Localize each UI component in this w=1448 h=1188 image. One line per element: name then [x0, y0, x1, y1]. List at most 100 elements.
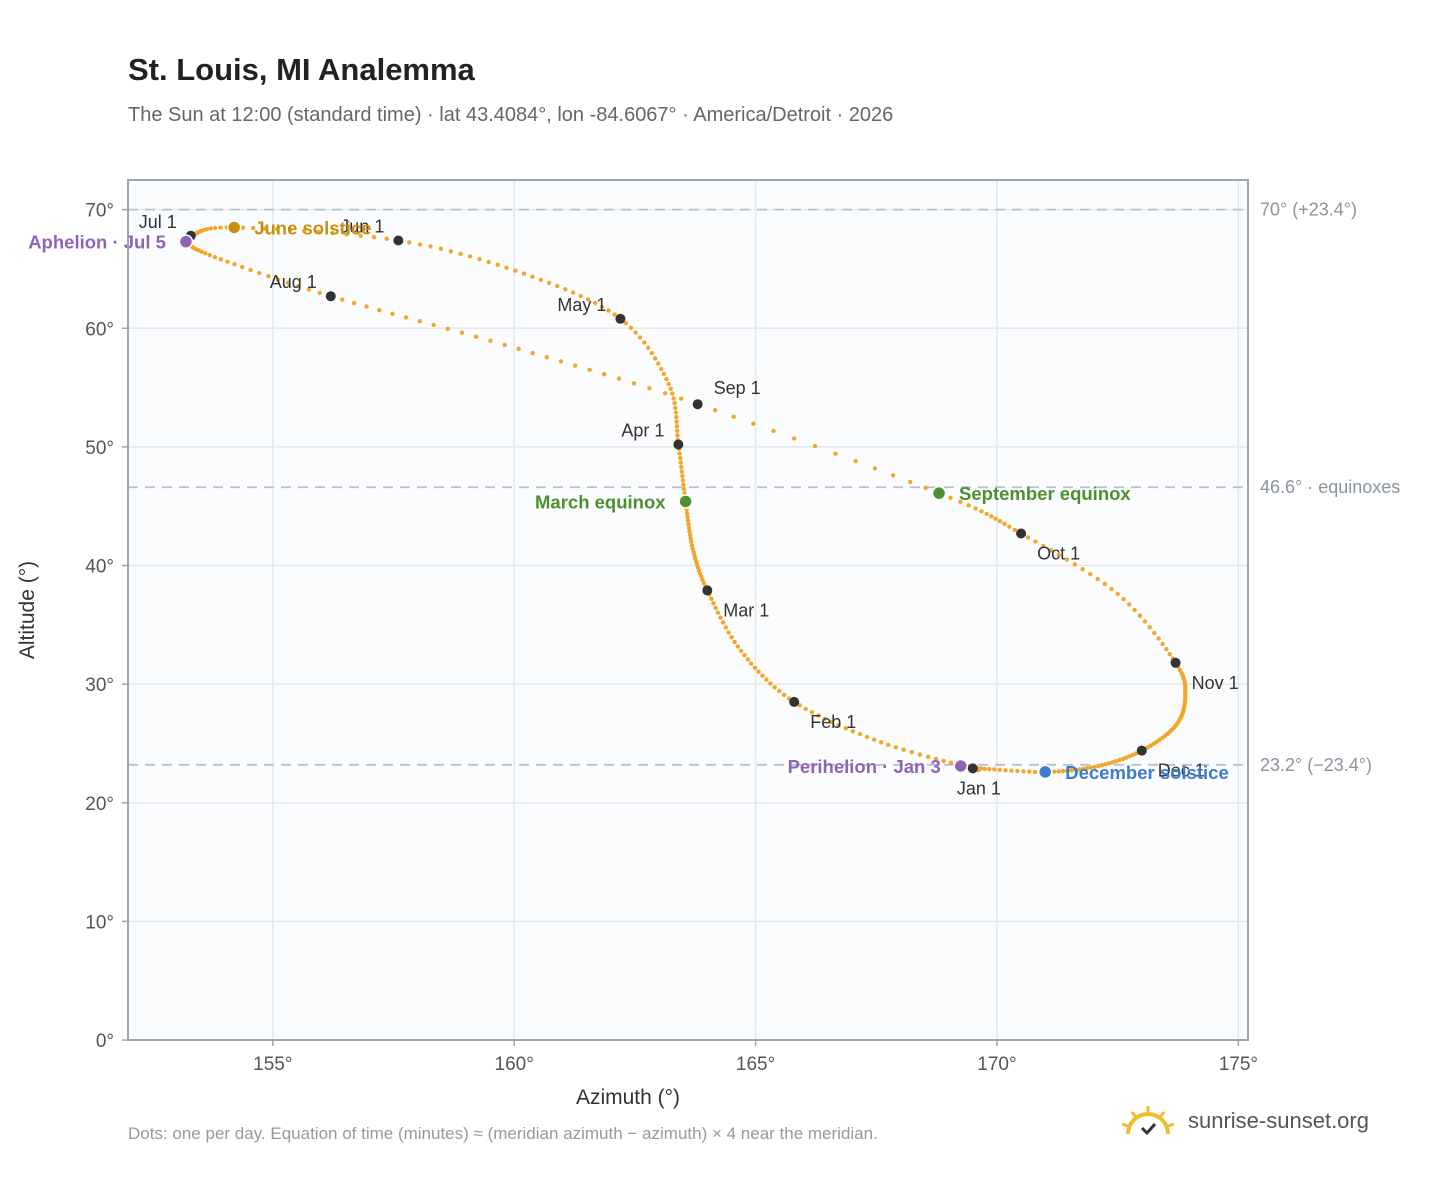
event-label: Perihelion · Jan 3 — [788, 756, 941, 777]
day-dot — [340, 297, 345, 302]
day-dot — [1092, 764, 1097, 769]
day-dot — [689, 539, 694, 545]
day-dot — [711, 601, 716, 606]
day-dot — [275, 277, 281, 282]
day-dot — [207, 252, 212, 258]
month-marker — [615, 313, 626, 324]
day-dot — [686, 525, 692, 531]
day-dot — [687, 532, 693, 538]
day-dot — [645, 345, 651, 350]
day-dot — [923, 485, 928, 490]
day-dot — [248, 267, 253, 273]
day-dot — [474, 334, 479, 339]
day-dot — [1060, 768, 1066, 774]
day-dot — [1115, 591, 1120, 597]
day-dot — [720, 620, 726, 625]
event-marker — [931, 485, 947, 501]
day-dot — [1012, 527, 1017, 533]
day-dot — [992, 767, 997, 772]
day-dot — [251, 225, 256, 231]
day-dot — [836, 723, 841, 728]
day-dot — [712, 408, 718, 413]
day-dot — [417, 242, 423, 247]
day-dot — [908, 479, 913, 485]
day-dot — [1103, 762, 1108, 767]
day-dot — [768, 681, 773, 686]
day-dot — [1003, 768, 1008, 773]
day-dot — [749, 661, 754, 666]
day-dot — [1032, 769, 1038, 775]
day-dot — [1041, 543, 1046, 549]
day-dot — [690, 546, 695, 552]
chart-title: St. Louis, MI Analemma — [128, 52, 475, 87]
day-dot — [606, 308, 611, 313]
day-dot — [886, 742, 891, 747]
y-tick-label: 20° — [85, 794, 114, 815]
day-dot — [428, 244, 433, 249]
day-dot — [521, 271, 527, 276]
day-dot — [1142, 619, 1148, 624]
day-dot — [316, 229, 321, 235]
day-dot — [403, 315, 409, 320]
day-dot — [358, 233, 363, 238]
day-dot — [822, 716, 828, 722]
day-dot — [538, 277, 543, 282]
day-dot — [893, 745, 898, 750]
day-dot — [1127, 754, 1132, 759]
y-tick-label: 10° — [85, 912, 114, 933]
day-dot — [661, 371, 667, 377]
day-dot — [488, 338, 493, 343]
day-dot — [864, 734, 870, 740]
day-dot — [296, 283, 301, 289]
day-dot — [1160, 641, 1165, 647]
day-dot — [666, 381, 671, 387]
event-marker — [178, 234, 194, 249]
month-label: Sep 1 — [714, 378, 761, 398]
brand[interactable]: sunrise-sunset.org — [1120, 1104, 1369, 1138]
month-marker — [1016, 528, 1027, 539]
month-marker — [1170, 657, 1181, 668]
day-dot — [674, 428, 680, 434]
day-dot — [677, 451, 682, 456]
day-dot — [792, 436, 797, 441]
day-dot — [495, 262, 500, 267]
month-label: Dec 1 — [1158, 761, 1205, 781]
day-dot — [1009, 768, 1014, 773]
reference-lines: 70° (+23.4°) 46.6° · equinoxes 23.2° (−23.… — [128, 200, 1400, 775]
day-dot — [218, 225, 223, 230]
month-markers: Jan 1 Feb 1 Mar 1 Apr 1 May 1 Jun 1 Jul 1 Aug 1… — [139, 212, 1239, 799]
day-dot — [417, 319, 422, 324]
y-axis-label: Altitude (°) — [16, 561, 39, 659]
day-dot — [212, 225, 218, 231]
day-dot — [1124, 755, 1129, 760]
event-marker — [953, 758, 969, 774]
event-marker — [226, 220, 242, 235]
day-dot — [679, 464, 684, 470]
event-label: December solstice — [1065, 762, 1229, 783]
month-label: Jan 1 — [957, 778, 1001, 798]
day-dot — [1021, 769, 1026, 774]
event-marker — [1037, 764, 1053, 780]
day-dot — [467, 254, 473, 259]
month-label: Aug 1 — [270, 272, 317, 292]
month-marker — [967, 763, 978, 774]
day-dot — [1081, 766, 1086, 771]
day-dot — [674, 424, 679, 429]
x-tick-label: 175° — [1219, 1054, 1258, 1075]
day-dot — [1056, 552, 1062, 558]
day-dot — [1152, 630, 1157, 636]
month-label: Oct 1 — [1037, 543, 1080, 563]
day-dot — [546, 280, 552, 286]
x-axis: 155° 160° 165° 170° 175° — [253, 1040, 1258, 1075]
day-dot — [718, 615, 723, 620]
day-dot — [731, 414, 736, 419]
day-dot — [671, 396, 676, 401]
day-dot — [1110, 760, 1115, 765]
day-dot — [679, 469, 684, 474]
day-dot — [1033, 539, 1038, 544]
day-dot — [573, 363, 578, 368]
day-dot — [777, 688, 782, 694]
x-tick-label: 160° — [495, 1054, 534, 1075]
plot-frame — [127, 179, 1249, 1041]
day-dot — [745, 657, 751, 662]
